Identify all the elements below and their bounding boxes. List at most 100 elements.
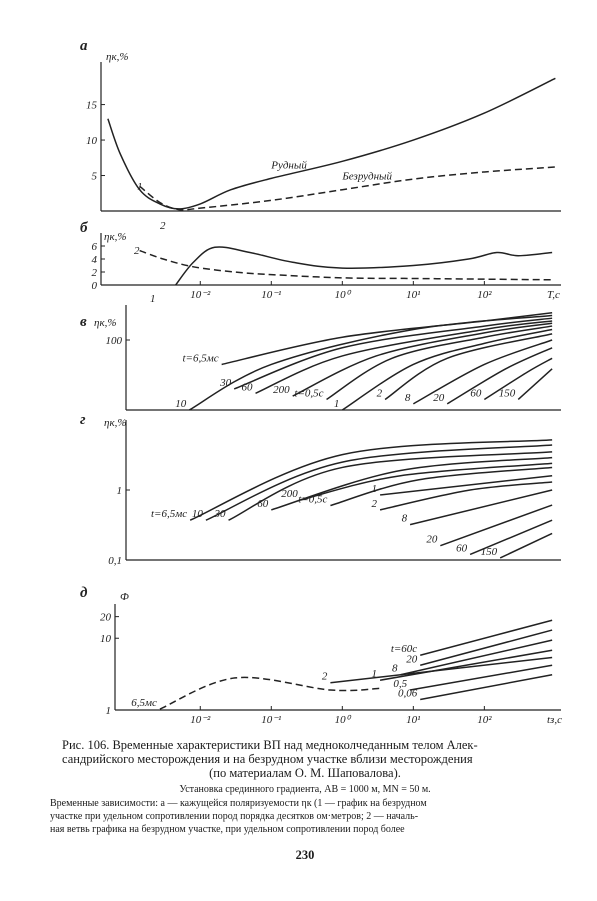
curve [499,532,553,559]
curve [175,246,553,286]
curve [292,322,553,397]
annotation: 1 [150,293,156,305]
curve [420,619,553,656]
page-number: 230 [295,848,315,862]
curve [379,474,553,496]
curve-label: t=60с [391,643,417,655]
caption-line: ная ветвь графика на безрудном участке, … [50,824,405,835]
curve-label: 60 [242,381,254,393]
curve [384,333,553,401]
curve-label: 10 [175,398,187,410]
curve [107,77,556,210]
curve-label: 0,06 [398,688,418,700]
y-tick-label: 4 [92,254,98,266]
curve-label: 8 [405,392,411,404]
panel-label: б [80,220,88,236]
curve-label: 2 [377,387,383,399]
curve [446,347,553,405]
curve [228,451,553,521]
curve [379,481,553,511]
curve [412,339,553,405]
curve [517,368,553,401]
y-tick-label: 10 [86,135,98,147]
curve-label: 60 [470,387,482,399]
y-axis-label: ηк,% [106,51,129,63]
y-tick-label: 10 [100,633,112,645]
annotation: 2 [160,220,166,232]
y-tick-label: 5 [92,171,98,183]
x-tick-label: 10⁻² [190,714,211,726]
curve [400,639,553,676]
y-tick-label: 0,1 [108,555,122,567]
panel-label: а [80,38,88,54]
caption-line: сандрийского месторождения и на безрудно… [62,752,473,766]
curve-label: 60 [456,542,468,554]
y-axis-label: ηк,% [104,417,127,429]
y-tick-label: 20 [100,612,112,624]
y-tick-label: 2 [92,267,98,279]
x-tick-label: 10¹ [406,289,420,301]
x-tick-label: 10⁻¹ [261,714,281,726]
x-tick-label: 10⁻¹ [261,289,281,301]
curve-label: 30 [214,508,227,520]
curve [139,166,556,211]
curve [330,656,553,684]
curve-label: 60 [257,498,269,510]
curve [440,504,553,547]
curve [409,664,553,691]
curve [159,676,381,710]
x-tick-label: 10¹ [406,714,420,726]
y-tick-label: 15 [86,100,98,112]
curve-label: 30 [219,377,232,389]
curve [255,320,553,394]
curve [409,489,553,526]
curve [188,314,553,411]
curve [483,357,553,401]
curve-label: 150 [481,546,498,558]
caption-line: участке при удельном сопротивлении пород… [50,811,419,822]
curve-label: t=6,5мс [151,508,187,520]
y-axis-label: Ф [120,591,129,603]
curve-label: 0,5 [393,678,407,690]
panel-label: в [80,314,87,330]
curve-label: 200 [281,488,298,500]
curve-label: t=6,5мс [183,352,219,364]
curve [341,328,553,411]
curve [205,444,553,521]
curve [330,466,553,507]
curve [233,317,553,390]
caption-line: (по материалам О. М. Шаповалова). [209,766,401,780]
curve [189,439,553,521]
curve [221,312,553,366]
curve-label: 1 [372,483,378,495]
figure: аηк,%5101512РудныйБезрудныйбηк,%024610⁻²… [80,38,562,726]
curve [300,462,553,501]
x-tick-label: 10⁻² [190,289,211,301]
curve [139,249,553,281]
curve-label: 6,5мс [131,697,157,709]
y-axis-label: ηк,% [94,317,117,329]
y-tick-label: 6 [92,241,98,253]
curve-label: 10 [192,508,204,520]
curve-label: 200 [273,384,290,396]
curve [420,674,553,701]
curve-label: 1 [372,668,378,680]
x-tick-label: 10² [477,714,492,726]
caption-line: Временные зависимости: а — кажущейся пол… [50,798,427,809]
y-tick-label: 1 [117,485,123,497]
curve-label: t=0,5с [294,387,323,399]
curve-label: 150 [499,387,516,399]
y-tick-label: 100 [106,335,123,347]
curve-label: Безрудный [341,171,392,183]
curve-label: 2 [322,671,328,683]
y-axis-label: ηк,% [104,231,127,243]
panel-label: г [80,412,86,428]
x-axis-label: T,c [547,289,560,301]
curve-label: 8 [392,663,398,675]
curve-label: 20 [406,653,418,665]
curve-label: Рудный [270,159,307,171]
curve-label: 20 [426,534,438,546]
y-tick-label: 0 [92,280,98,292]
curve-label: 20 [433,392,445,404]
